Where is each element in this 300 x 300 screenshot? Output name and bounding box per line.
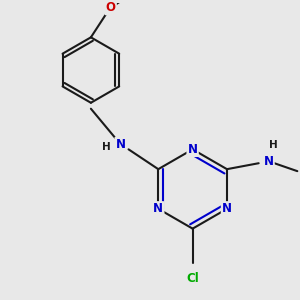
Text: N: N bbox=[264, 155, 274, 168]
Text: N: N bbox=[116, 138, 126, 151]
Text: H: H bbox=[269, 140, 278, 150]
Text: N: N bbox=[153, 202, 163, 215]
Text: H: H bbox=[102, 142, 111, 152]
Text: N: N bbox=[188, 143, 198, 156]
Text: Cl: Cl bbox=[186, 272, 199, 285]
Text: N: N bbox=[222, 202, 232, 215]
Text: O: O bbox=[106, 1, 116, 14]
